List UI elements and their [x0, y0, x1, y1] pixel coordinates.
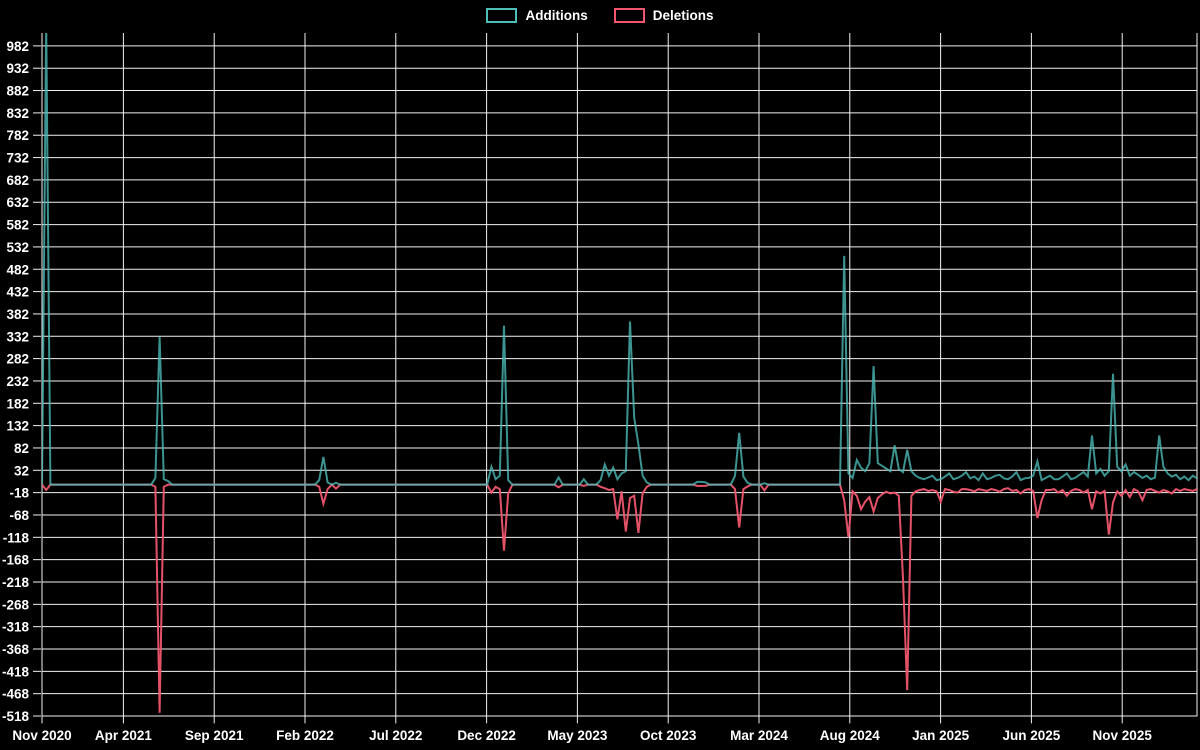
legend-label-deletions: Deletions: [652, 8, 714, 23]
y-tick-label: -368: [2, 642, 30, 657]
x-tick-label: Jan 2025: [912, 728, 970, 743]
y-tick-label: -418: [2, 664, 30, 679]
x-tick-label: Jul 2022: [369, 728, 422, 743]
x-tick-label: May 2023: [547, 728, 608, 743]
x-tick-label: Dec 2022: [457, 728, 516, 743]
y-tick-label: 882: [6, 84, 29, 99]
y-tick-label: 82: [14, 441, 29, 456]
y-tick-label: -518: [2, 709, 30, 724]
additions-line: [42, 33, 1197, 486]
x-tick-label: Sep 2021: [185, 728, 244, 743]
y-tick-label: 582: [6, 218, 29, 233]
y-tick-label: 782: [6, 128, 29, 143]
x-tick-label: Mar 2024: [730, 728, 788, 743]
y-tick-label: 732: [6, 151, 29, 166]
y-tick-label: -168: [2, 553, 30, 568]
y-tick-label: 682: [6, 173, 29, 188]
y-tick-label: 482: [6, 262, 29, 277]
x-tick-label: Feb 2022: [276, 728, 334, 743]
y-tick-label: -68: [9, 508, 29, 523]
y-tick-label: -218: [2, 575, 30, 590]
y-tick-label: 282: [6, 352, 29, 367]
x-tick-label: Oct 2023: [640, 728, 697, 743]
y-tick-label: 432: [6, 285, 29, 300]
y-tick-label: 32: [14, 463, 29, 478]
x-tick-label: Jun 2025: [1003, 728, 1061, 743]
y-tick-label: 932: [6, 61, 29, 76]
x-tick-label: Nov 2025: [1093, 728, 1153, 743]
y-tick-label: -268: [2, 597, 30, 612]
y-tick-label: -318: [2, 620, 30, 635]
x-tick-label: Nov 2020: [12, 728, 71, 743]
y-tick-label: 182: [6, 396, 29, 411]
y-tick-label: 982: [6, 39, 29, 54]
y-tick-label: -468: [2, 687, 30, 702]
y-tick-label: 832: [6, 106, 29, 121]
legend-label-additions: Additions: [525, 8, 588, 23]
legend-item-deletions[interactable]: Deletions: [613, 8, 714, 23]
y-tick-label: -118: [3, 530, 30, 545]
y-tick-label: 332: [6, 329, 29, 344]
x-tick-label: Aug 2024: [820, 728, 881, 743]
y-tick-label: 232: [6, 374, 29, 389]
legend-item-additions[interactable]: Additions: [486, 8, 588, 23]
chart-legend: Additions Deletions: [0, 8, 1200, 23]
deletions-line: [42, 483, 1197, 713]
y-tick-label: 632: [6, 195, 29, 210]
y-tick-label: -18: [9, 486, 29, 501]
y-tick-label: 382: [6, 307, 29, 322]
y-tick-label: 532: [6, 240, 29, 255]
deletions-swatch-icon: [613, 8, 645, 23]
additions-swatch-icon: [486, 8, 518, 23]
y-tick-label: 132: [6, 419, 29, 434]
x-tick-label: Apr 2021: [95, 728, 153, 743]
